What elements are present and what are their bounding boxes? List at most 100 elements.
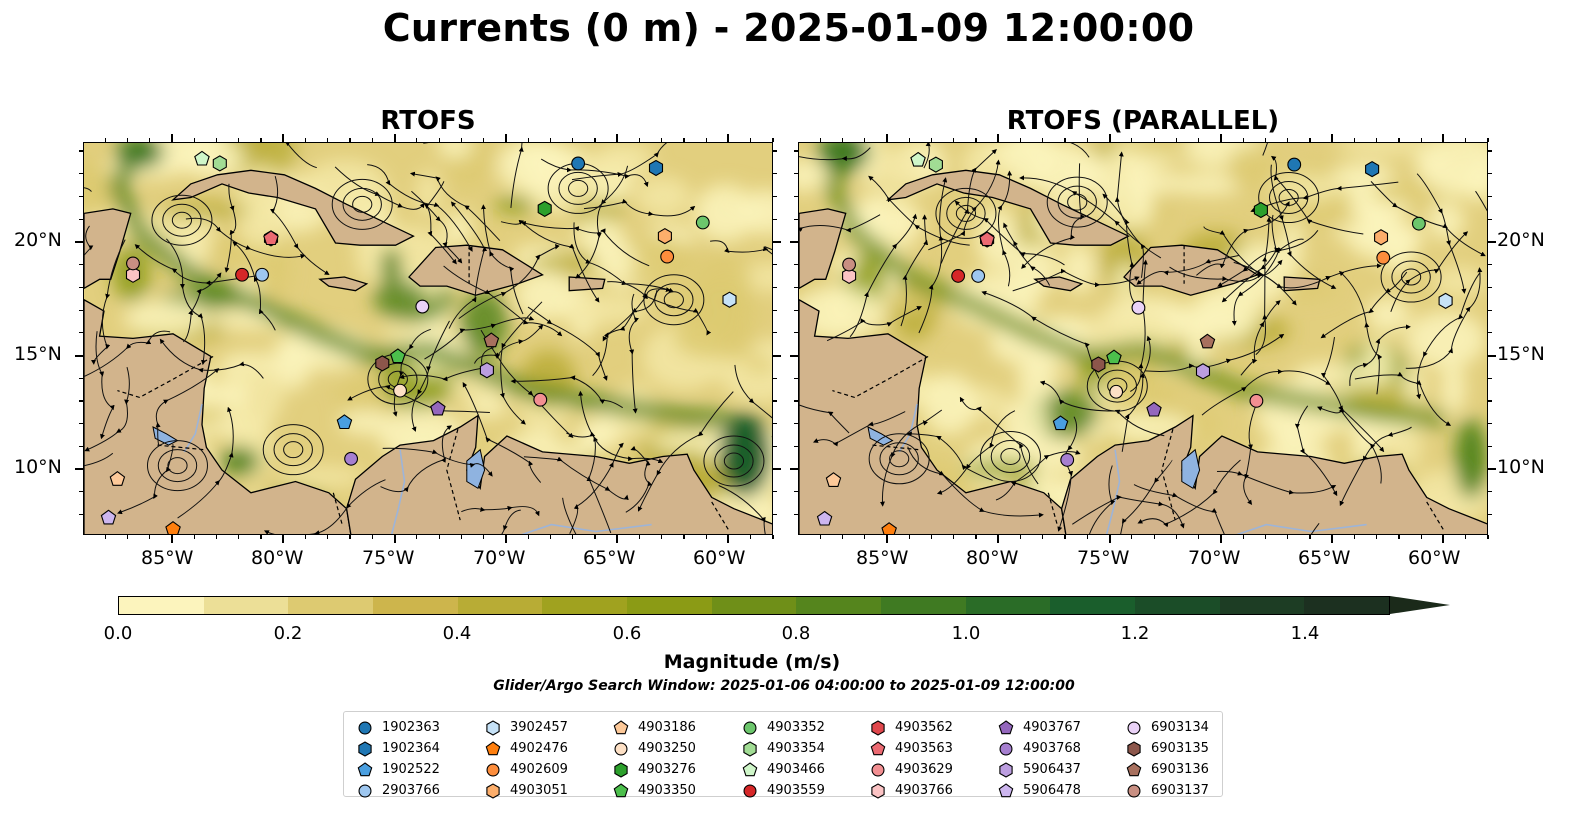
float-marker-4903563 (263, 230, 279, 246)
float-marker-6903134 (1131, 300, 1146, 315)
tick-mark (1442, 134, 1445, 142)
legend-label: 4903629 (895, 762, 953, 777)
colorbar-tick: 1.0 (951, 623, 981, 644)
streamline (380, 425, 453, 493)
legend-entry: 6903136 (1125, 759, 1209, 780)
streamline (954, 200, 1065, 266)
legend-marker-icon (358, 784, 372, 797)
streamline (1320, 337, 1385, 453)
streamline (84, 330, 171, 381)
legend-entry: 4903766 (869, 780, 953, 801)
land-puertorico (1283, 276, 1321, 292)
tick-mark (1488, 445, 1492, 447)
eddy-streamline (1380, 251, 1442, 303)
legend-label: 4903466 (767, 762, 825, 777)
float-marker-3902457 (722, 291, 737, 308)
tick-mark (104, 535, 106, 539)
float-marker-2903766 (255, 267, 269, 282)
tick-mark (683, 535, 685, 539)
streamline (583, 198, 696, 217)
tick-mark (1488, 513, 1492, 516)
legend-marker-icon (485, 740, 501, 755)
colorbar-segment (1304, 597, 1390, 614)
legend-entry: 4903250 (612, 738, 696, 759)
colorbar-segment (288, 597, 374, 614)
tick-mark (1488, 240, 1496, 243)
legend-marker-icon (357, 761, 373, 776)
legend-label: 4903186 (638, 720, 696, 735)
tick-mark (819, 138, 821, 142)
legend-label: 5906478 (1023, 783, 1081, 798)
eddy-streamline (1067, 193, 1088, 211)
float-marker-1902522 (1052, 415, 1069, 431)
float-marker-4902476 (165, 521, 181, 534)
eddy-streamline (643, 274, 705, 326)
colorbar-segment (457, 597, 543, 614)
tick-mark (527, 138, 529, 142)
streamline (462, 382, 542, 483)
legend-marker-icon (486, 763, 500, 776)
eddy-streamline (654, 283, 694, 317)
legend-marker-icon (358, 721, 372, 734)
tick-mark (773, 423, 777, 425)
tick-mark (1309, 535, 1311, 539)
legend-entry: 4902476 (484, 738, 568, 759)
x-tick-label: 60°W (1408, 547, 1461, 569)
legend-entry: 3902457 (484, 717, 568, 738)
legend-entry: 4903186 (612, 717, 696, 738)
tick-mark (393, 134, 396, 142)
colorbar-tick: 0.6 (612, 623, 642, 644)
tick-mark (930, 138, 933, 142)
float-legend: 1902363 1902364 1902522 2903766 3902457 49024… (343, 711, 1223, 799)
streamline (1012, 268, 1140, 292)
tick-mark (750, 535, 752, 539)
float-marker-6903136 (483, 332, 500, 348)
float-marker-6903136 (1199, 333, 1216, 349)
float-marker-6903137 (126, 256, 140, 271)
lake (1181, 448, 1201, 490)
tick-mark (953, 138, 955, 142)
legend-column: 4903562 4903563 4903629 4903766 (869, 717, 953, 801)
map-panel-rtofs (83, 142, 773, 535)
streamline (1021, 163, 1085, 269)
tick-mark (104, 138, 106, 142)
tick-mark (1153, 535, 1155, 539)
colorbar-tick: 0.0 (103, 623, 133, 644)
tick-mark (1153, 138, 1155, 142)
eddy-streamline (1097, 369, 1137, 403)
river (390, 449, 406, 534)
streamline (510, 375, 623, 409)
tick-mark (930, 535, 933, 539)
tick-mark (1064, 535, 1066, 539)
colorbar-segment (373, 597, 458, 614)
colorbar-segment (881, 597, 966, 614)
tick-mark (79, 332, 83, 334)
tick-mark (1376, 138, 1378, 142)
streamline (1216, 470, 1337, 495)
tick-mark (1198, 535, 1200, 539)
tick-mark (1488, 354, 1496, 357)
legend-entry: 4902609 (484, 759, 568, 780)
streamline (117, 443, 174, 515)
float-marker-4903766 (125, 266, 141, 283)
tick-mark (438, 535, 440, 539)
tick-mark (1287, 138, 1289, 142)
y-tick-label: 20°N (1497, 229, 1545, 251)
tick-mark (193, 535, 195, 539)
tick-mark (773, 240, 781, 243)
streamlines (799, 143, 1487, 534)
tick-mark (1488, 332, 1492, 334)
tick-mark (975, 138, 977, 142)
eddy-streamline (889, 450, 910, 468)
tick-mark (1131, 535, 1133, 539)
tick-mark (215, 535, 218, 539)
tick-mark (616, 134, 619, 142)
legend-label: 4903563 (895, 741, 953, 756)
float-marker-4903354 (928, 156, 943, 173)
float-marker-4903354 (212, 155, 227, 172)
streamline (826, 306, 922, 342)
tick-mark (1219, 134, 1222, 142)
tick-mark (75, 240, 83, 243)
streamline (799, 209, 881, 233)
float-marker-1902363 (1287, 157, 1302, 172)
